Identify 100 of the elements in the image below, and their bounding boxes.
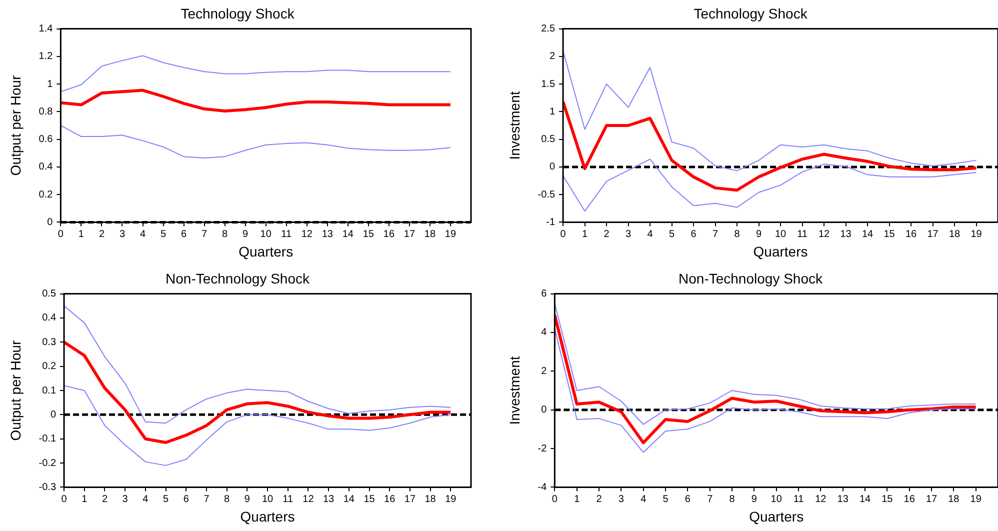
x-axis-title: Quarters <box>238 243 294 260</box>
x-tick-label: 10 <box>260 228 272 240</box>
x-tick-label: 2 <box>604 228 610 240</box>
y-tick-label: -1 <box>546 216 556 228</box>
x-tick-label: 8 <box>222 228 228 240</box>
x-tick-label: 1 <box>574 494 580 505</box>
y-tick-label: -2 <box>538 443 548 454</box>
y-tick-label: 0.2 <box>42 361 56 372</box>
chart-title: Non-Technology Shock <box>678 270 824 286</box>
x-tick-label: 5 <box>160 228 166 240</box>
y-tick-label: 0.5 <box>42 288 56 300</box>
y-tick-label: 1.4 <box>38 24 54 35</box>
x-tick-label: 12 <box>302 494 314 505</box>
y-tick-label: 0 <box>47 216 54 228</box>
x-tick-label: 6 <box>183 494 190 505</box>
y-tick-label: 4 <box>541 327 548 338</box>
y-axis-title: Output per Hour <box>7 74 24 176</box>
x-tick-label: 4 <box>140 228 146 240</box>
y-tick-label: 0.4 <box>42 312 56 324</box>
y-tick-label: -0.2 <box>38 458 56 469</box>
y-tick-label: 0.5 <box>541 134 556 146</box>
chart-title: Technology Shock <box>180 5 296 22</box>
y-tick-label: 0.1 <box>42 385 56 396</box>
y-tick-label: 2 <box>541 366 548 377</box>
x-tick-label: 7 <box>712 228 718 240</box>
x-tick-label: 18 <box>424 228 436 240</box>
x-tick-label: 8 <box>224 494 230 505</box>
x-tick-label: 6 <box>690 228 697 240</box>
x-tick-label: 9 <box>756 228 762 240</box>
x-tick-label: 9 <box>242 228 249 240</box>
x-tick-label: 4 <box>647 228 654 240</box>
y-tick-label: 0 <box>541 404 548 416</box>
x-tick-label: 19 <box>445 494 457 505</box>
y-tick-label: 0.3 <box>42 336 56 348</box>
x-tick-label: 18 <box>948 228 960 240</box>
x-tick-label: 7 <box>202 228 208 240</box>
y-tick-label: 0 <box>50 409 56 420</box>
x-tick-label: 18 <box>948 494 960 505</box>
x-tick-label: 19 <box>970 228 982 240</box>
x-axis-title: Quarters <box>749 508 804 524</box>
x-tick-label: 10 <box>770 494 782 505</box>
x-tick-label: 1 <box>82 494 88 505</box>
y-axis-title: Investment <box>506 356 522 425</box>
x-tick-label: 11 <box>282 494 294 505</box>
x-tick-label: 8 <box>734 228 740 240</box>
y-axis-title: Investment <box>506 91 522 160</box>
x-tick-label: 11 <box>797 228 808 240</box>
x-tick-label: 11 <box>281 228 292 240</box>
x-tick-label: 19 <box>444 228 456 240</box>
x-tick-label: 14 <box>862 228 874 240</box>
x-tick-label: 14 <box>343 494 355 505</box>
x-tick-label: 12 <box>815 494 827 505</box>
x-tick-label: 0 <box>560 228 566 240</box>
x-axis-title: Quarters <box>753 243 808 260</box>
y-tick-label: 1.5 <box>541 78 556 90</box>
x-tick-label: 6 <box>181 228 188 240</box>
x-tick-label: 9 <box>751 494 758 505</box>
x-tick-label: 16 <box>384 494 396 505</box>
y-tick-label: 1 <box>549 106 556 118</box>
x-tick-label: 14 <box>859 494 872 505</box>
x-tick-label: 2 <box>98 228 105 240</box>
x-tick-label: 15 <box>362 228 374 240</box>
x-tick-label: 3 <box>119 228 126 240</box>
x-tick-label: 17 <box>926 494 938 505</box>
y-tick-label: 0.6 <box>38 134 54 146</box>
x-tick-label: 17 <box>404 228 416 240</box>
x-tick-label: 3 <box>625 228 632 240</box>
y-tick-label: -0.5 <box>538 189 556 200</box>
y-tick-label: 1.2 <box>38 51 54 62</box>
y-tick-label: 0.2 <box>38 189 54 200</box>
x-tick-label: 0 <box>58 228 64 240</box>
x-tick-label: 2 <box>102 494 108 505</box>
x-tick-label: 1 <box>78 228 84 240</box>
y-tick-label: -4 <box>538 482 548 493</box>
x-axis-title: Quarters <box>240 508 295 524</box>
y-tick-label: 2 <box>549 51 556 62</box>
x-tick-label: 15 <box>364 494 376 505</box>
x-tick-label: 13 <box>322 228 334 240</box>
x-tick-label: 10 <box>774 228 787 240</box>
x-tick-label: 13 <box>840 228 852 240</box>
x-tick-label: 1 <box>582 228 588 240</box>
y-tick-label: 0.4 <box>38 162 54 173</box>
x-tick-label: 5 <box>662 494 669 505</box>
y-tick-label: 0 <box>549 162 556 173</box>
x-tick-label: 7 <box>204 494 210 505</box>
x-tick-label: 11 <box>793 494 804 505</box>
x-tick-label: 15 <box>882 494 894 505</box>
x-tick-label: 3 <box>122 494 128 505</box>
x-tick-label: 8 <box>729 494 736 505</box>
x-tick-label: 16 <box>905 228 918 240</box>
y-tick-label: 0.8 <box>38 106 54 118</box>
x-tick-label: 5 <box>162 494 169 505</box>
x-tick-label: 2 <box>596 494 602 505</box>
x-tick-label: 5 <box>668 228 675 240</box>
x-tick-label: 14 <box>342 228 354 240</box>
x-tick-label: 9 <box>244 494 250 505</box>
x-tick-label: 16 <box>904 494 916 505</box>
x-tick-label: 4 <box>142 494 149 505</box>
x-tick-label: 4 <box>640 494 647 505</box>
x-tick-label: 13 <box>837 494 849 505</box>
